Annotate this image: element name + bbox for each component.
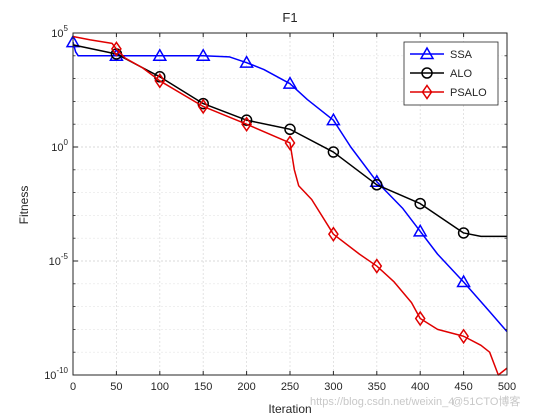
x-tick-label: 200 bbox=[237, 381, 255, 393]
series-line-psalo bbox=[72, 35, 508, 376]
series-marker-psalo bbox=[327, 226, 339, 243]
series-marker-psalo bbox=[110, 41, 122, 57]
y-axis-label: Fitness bbox=[17, 186, 31, 225]
series-marker-ssa bbox=[326, 112, 341, 126]
x-tick-label: 300 bbox=[324, 381, 342, 393]
series-marker-alo bbox=[457, 227, 470, 239]
series-marker-ssa bbox=[152, 48, 168, 62]
series-marker-ssa bbox=[195, 48, 211, 62]
series-layer bbox=[65, 34, 508, 376]
x-tick-label: 150 bbox=[194, 381, 212, 393]
axis-ticks: 0 50 100 150 200 250 300 350 400 450 500 10-10 10-5 1… bbox=[44, 24, 516, 393]
x-tick-label: 500 bbox=[498, 381, 516, 393]
y-tick-label: 10-5 bbox=[49, 252, 69, 268]
legend-marker-psalo bbox=[421, 84, 433, 100]
chart-title: F1 bbox=[282, 10, 297, 25]
x-tick-label: 400 bbox=[411, 381, 429, 393]
series-marker-alo bbox=[371, 179, 383, 191]
y-tick-label: 105 bbox=[51, 24, 68, 40]
legend-label-ssa: SSA bbox=[450, 49, 473, 61]
series-marker-psalo bbox=[284, 135, 296, 151]
series-marker-ssa bbox=[282, 76, 298, 89]
x-tick-label: 100 bbox=[151, 381, 169, 393]
series-marker-ssa bbox=[456, 274, 471, 288]
series-marker-ssa bbox=[412, 223, 428, 237]
watermark-url: https://blog.csdn.net/weixin_4 bbox=[310, 396, 454, 408]
x-tick-label: 0 bbox=[70, 381, 76, 393]
x-tick-label: 450 bbox=[454, 381, 472, 393]
series-marker-psalo bbox=[458, 328, 470, 345]
x-tick-label: 250 bbox=[281, 381, 299, 393]
watermark-brand: @51CTO博客 bbox=[452, 394, 520, 408]
legend-label-psalo: PSALO bbox=[450, 87, 487, 99]
x-axis-label: Iteration bbox=[268, 402, 311, 416]
y-tick-label: 100 bbox=[51, 138, 68, 154]
x-tick-label: 50 bbox=[110, 381, 122, 393]
legend-marker-ssa bbox=[419, 46, 435, 60]
series-marker-psalo bbox=[154, 72, 166, 89]
series-marker-alo bbox=[240, 114, 253, 126]
series-line-ssa bbox=[72, 41, 508, 333]
series-marker-alo bbox=[284, 123, 296, 136]
x-tick-label: 350 bbox=[368, 381, 386, 393]
series-marker-psalo bbox=[197, 98, 209, 115]
series-marker-psalo bbox=[371, 258, 383, 274]
series-marker-ssa bbox=[239, 55, 254, 68]
series-line-alo bbox=[72, 44, 507, 238]
series-marker-alo bbox=[327, 146, 340, 158]
series-marker-psalo bbox=[241, 116, 253, 133]
legend: SSA ALO PSALO bbox=[403, 41, 499, 106]
series-marker-psalo bbox=[414, 310, 426, 327]
y-tick-label: 10-10 bbox=[44, 366, 68, 382]
series-marker-alo bbox=[414, 197, 426, 210]
legend-marker-alo bbox=[421, 67, 433, 79]
legend-label-alo: ALO bbox=[450, 68, 472, 80]
